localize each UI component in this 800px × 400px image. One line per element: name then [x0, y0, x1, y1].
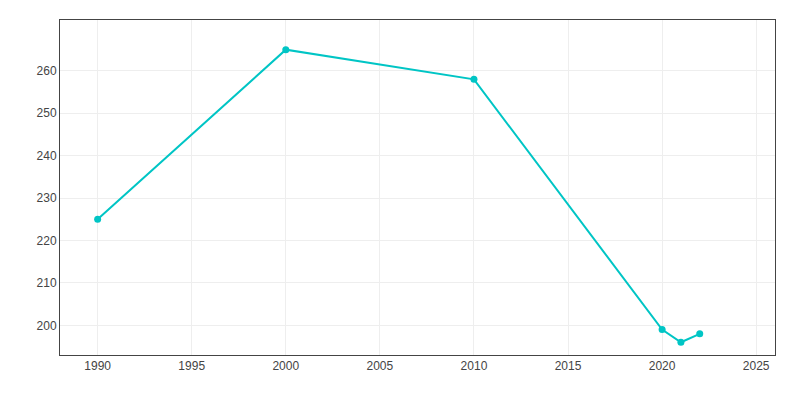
svg-text:1995: 1995	[178, 359, 205, 373]
svg-text:210: 210	[37, 276, 57, 290]
svg-text:220: 220	[37, 234, 57, 248]
svg-text:2000: 2000	[272, 359, 299, 373]
svg-text:2020: 2020	[649, 359, 676, 373]
svg-text:2025: 2025	[743, 359, 770, 373]
svg-text:2010: 2010	[461, 359, 488, 373]
svg-text:240: 240	[37, 149, 57, 163]
svg-text:2015: 2015	[555, 359, 582, 373]
svg-text:260: 260	[37, 64, 57, 78]
svg-text:200: 200	[37, 319, 57, 333]
svg-text:230: 230	[37, 191, 57, 205]
svg-text:250: 250	[37, 106, 57, 120]
svg-text:1990: 1990	[84, 359, 111, 373]
svg-text:2005: 2005	[367, 359, 394, 373]
